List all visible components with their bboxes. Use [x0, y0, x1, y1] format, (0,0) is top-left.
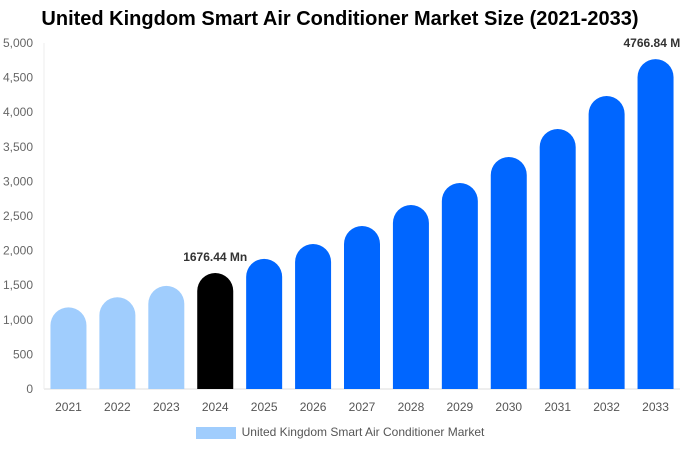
x-tick-label: 2025: [251, 400, 278, 414]
y-tick-label: 3,000: [3, 174, 33, 188]
x-tick-label: 2028: [398, 400, 425, 414]
x-tick-label: 2026: [300, 400, 327, 414]
x-tick-label: 2022: [104, 400, 131, 414]
x-tick-label: 2033: [642, 400, 669, 414]
chart-title: United Kingdom Smart Air Conditioner Mar…: [41, 8, 639, 30]
x-tick-label: 2031: [544, 400, 571, 414]
bar-2021: [50, 307, 87, 389]
bar-2026: [295, 244, 332, 389]
y-tick-label: 5,000: [3, 36, 33, 50]
x-tick-label: 2030: [495, 400, 522, 414]
bar-2027: [344, 226, 380, 389]
y-tick-label: 4,500: [3, 71, 33, 85]
bar-2031: [539, 129, 576, 389]
data-label: 4766.84 Mn: [624, 36, 680, 50]
bar-2028: [392, 204, 429, 389]
y-tick-label: 2,500: [3, 209, 33, 223]
bar-2025: [246, 258, 283, 389]
x-tick-label: 2024: [202, 400, 229, 414]
x-tick-label: 2023: [153, 400, 180, 414]
y-tick-label: 2,000: [3, 244, 33, 258]
data-label: 1676.44 Mn: [183, 250, 247, 264]
x-tick-label: 2032: [593, 400, 620, 414]
y-tick-label: 0: [26, 382, 33, 396]
x-tick-label: 2021: [55, 400, 82, 414]
y-tick-label: 3,500: [3, 140, 33, 154]
bar-2033: [637, 59, 674, 389]
y-tick-label: 1,500: [3, 278, 33, 292]
bar-2023: [148, 285, 185, 389]
bar-2029: [441, 182, 478, 389]
legend: United Kingdom Smart Air Conditioner Mar…: [0, 425, 680, 439]
bar-2024: [197, 272, 234, 389]
y-tick-label: 4,000: [3, 105, 33, 119]
x-tick-label: 2027: [349, 400, 376, 414]
legend-label: United Kingdom Smart Air Conditioner Mar…: [241, 425, 485, 439]
bar-2030: [490, 156, 527, 389]
y-tick-label: 1,000: [3, 313, 33, 327]
x-tick-label: 2029: [446, 400, 473, 414]
bar-2032: [588, 96, 625, 389]
bar-2022: [99, 297, 136, 389]
legend-swatch: [195, 426, 236, 439]
y-tick-label: 500: [13, 347, 33, 361]
